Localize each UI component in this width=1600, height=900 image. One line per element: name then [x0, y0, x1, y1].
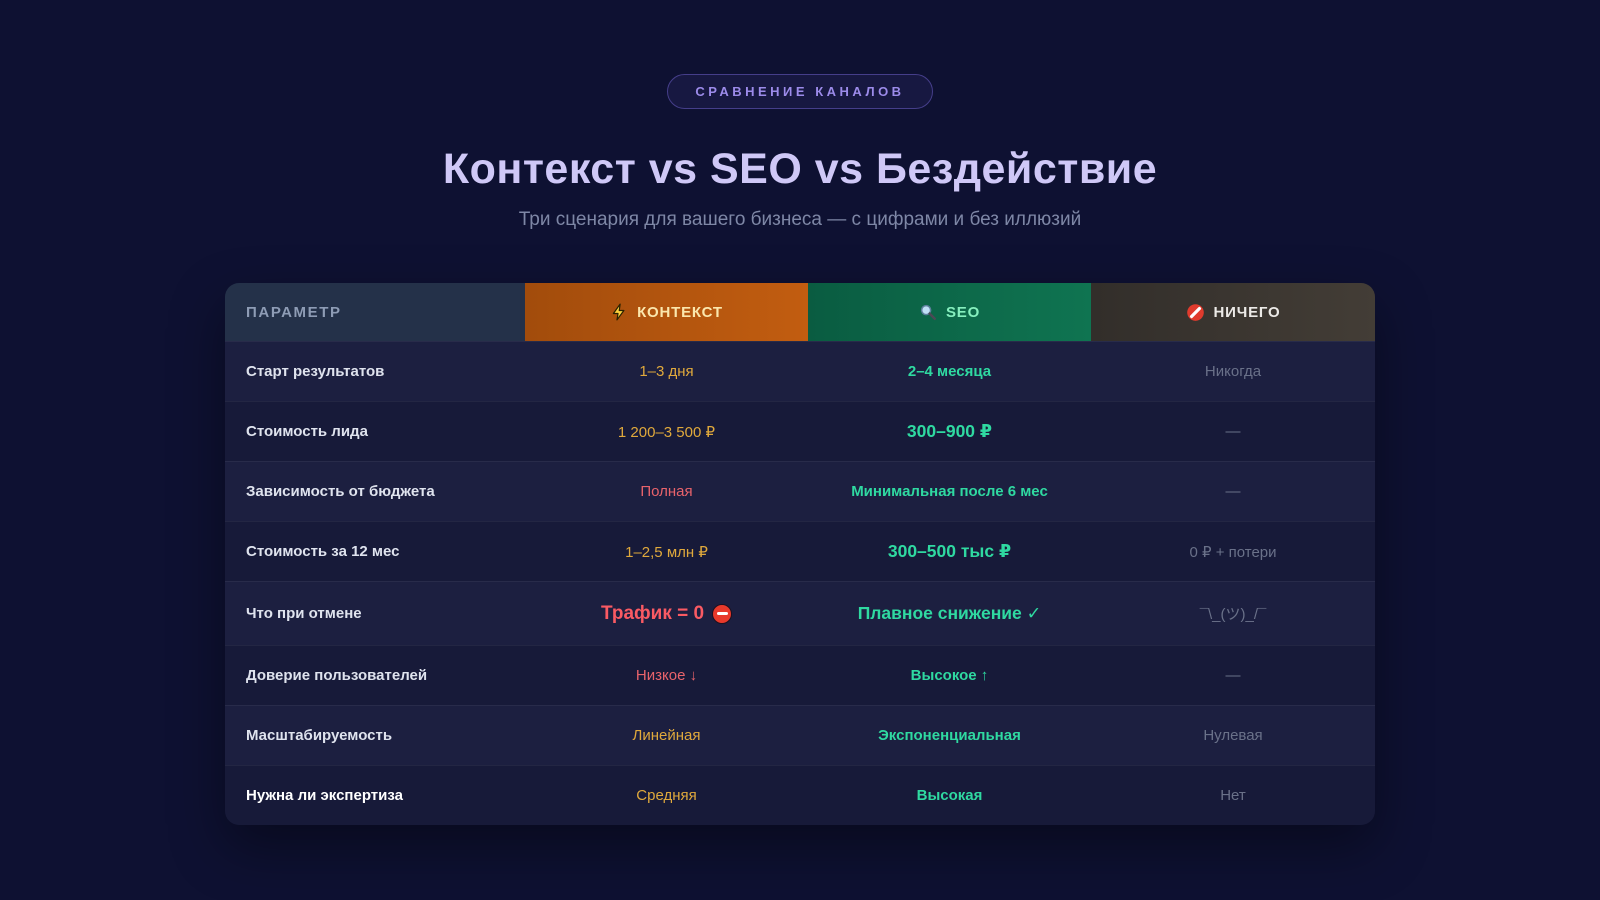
- row-param-label: Стоимость за 12 мес: [246, 543, 400, 560]
- seo-value: Высокая: [916, 787, 983, 804]
- seo-value: Экспоненциальная: [878, 727, 1021, 744]
- context-value: Средняя: [636, 787, 697, 804]
- context-value-text: Трафик = 0: [600, 602, 705, 624]
- seo-value: 300–900 ₽: [906, 421, 993, 441]
- row-param-label: Доверие пользователей: [246, 667, 428, 684]
- page-title: Контекст vs SEO vs Бездействие: [442, 145, 1158, 193]
- row-param-label: Масштабируемость: [246, 727, 393, 744]
- nothing-value shrug-emoticon: ¯\_(ツ)_/¯: [1199, 606, 1267, 623]
- context-value: Линейная: [632, 727, 701, 744]
- column-header-nothing-label: НИЧЕГО: [1213, 303, 1281, 321]
- seo-value: 2–4 месяца: [907, 363, 992, 380]
- lightning-icon: [610, 303, 628, 321]
- row-param-label: Что при отмене: [246, 605, 362, 622]
- column-header-seo-label: SEO: [945, 303, 981, 321]
- column-header-param: ПАРАМЕТР: [225, 283, 525, 341]
- hero-section: СРАВНЕНИЕ КАНАЛОВ Контекст vs SEO vs Без…: [0, 74, 1600, 231]
- table-row-start-results: Старт результатов 1–3 дня 2–4 месяца Ник…: [225, 341, 1375, 401]
- seo-value: Плавное снижение ✓: [857, 603, 1042, 623]
- table-row-lead-cost: Стоимость лида 1 200–3 500 ₽ 300–900 ₽ —: [225, 401, 1375, 461]
- seo-value: Высокое ↑: [910, 667, 989, 684]
- column-header-seo: SEO: [808, 283, 1091, 341]
- nothing-value: Никогда: [1204, 363, 1262, 380]
- page-subtitle: Три сценария для вашего бизнеса — с цифр…: [518, 209, 1082, 230]
- row-param-label: Старт результатов: [246, 363, 385, 380]
- row-param-label: Стоимость лида: [246, 423, 368, 440]
- table-row-cost-12-months: Стоимость за 12 мес 1–2,5 млн ₽ 300–500 …: [225, 521, 1375, 581]
- nothing-value: Нет: [1220, 787, 1246, 804]
- context-value: Трафик = 0: [525, 582, 808, 645]
- stop-icon: [712, 603, 733, 624]
- context-value: 1 200–3 500 ₽: [617, 423, 716, 441]
- category-badge: СРАВНЕНИЕ КАНАЛОВ: [667, 74, 933, 109]
- no-entry-icon: [1186, 303, 1205, 322]
- nothing-value: —: [1225, 423, 1241, 440]
- nothing-value: 0 ₽ + потери: [1189, 543, 1277, 561]
- column-header-context-label: КОНТЕКСТ: [637, 303, 723, 321]
- table-header-row: ПАРАМЕТР КОНТЕКСТ SEO НИЧЕГО: [225, 283, 1375, 341]
- context-value: 1–3 дня: [639, 363, 694, 380]
- context-value: 1–2,5 млн ₽: [625, 543, 708, 561]
- table-row-user-trust: Доверие пользователей Низкое ↓ Высокое ↑…: [225, 645, 1375, 705]
- seo-value: 300–500 тыс ₽: [887, 541, 1012, 561]
- column-header-context: КОНТЕКСТ: [525, 283, 808, 341]
- context-value: Низкое ↓: [635, 667, 698, 684]
- nothing-value: Нулевая: [1203, 727, 1263, 744]
- nothing-value: —: [1225, 483, 1241, 500]
- row-param-label: Зависимость от бюджета: [246, 483, 435, 500]
- row-param-label: Нужна ли экспертиза: [246, 787, 403, 804]
- column-header-param-label: ПАРАМЕТР: [246, 303, 342, 321]
- magnifier-icon: [919, 303, 937, 321]
- table-row-expertise-needed: Нужна ли экспертиза Средняя Высокая Нет: [225, 765, 1375, 825]
- table-row-on-cancel: Что при отмене Трафик = 0 Плавное снижен…: [225, 581, 1375, 645]
- nothing-value: —: [1225, 667, 1241, 684]
- comparison-table: ПАРАМЕТР КОНТЕКСТ SEO НИЧЕГО: [225, 283, 1375, 825]
- column-header-nothing: НИЧЕГО: [1091, 283, 1375, 341]
- table-row-scalability: Масштабируемость Линейная Экспоненциальн…: [225, 705, 1375, 765]
- table-row-budget-dependency: Зависимость от бюджета Полная Минимальна…: [225, 461, 1375, 521]
- seo-value: Минимальная после 6 мес: [851, 483, 1048, 500]
- context-value: Полная: [640, 483, 693, 500]
